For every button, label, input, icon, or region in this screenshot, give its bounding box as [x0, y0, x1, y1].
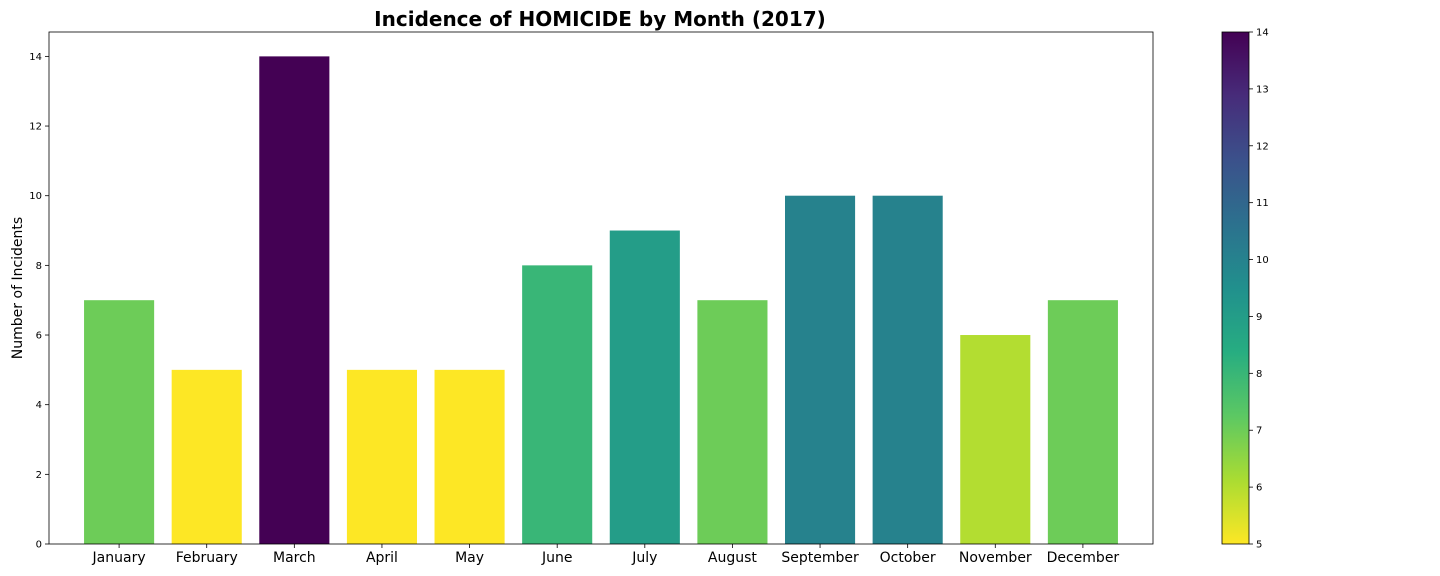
- bar-march: [259, 56, 330, 544]
- bar-july: [609, 230, 680, 544]
- x-tick-label-june: June: [541, 550, 573, 566]
- bar-april: [346, 369, 417, 544]
- y-tick-label: 0: [36, 540, 42, 551]
- colorbar-tick-label: 5: [1256, 540, 1262, 551]
- colorbar-scale: [1221, 31, 1250, 545]
- bar-january: [84, 300, 155, 544]
- colorbar-tick-label: 8: [1256, 369, 1262, 380]
- bar-september: [785, 195, 856, 544]
- bars-group: [84, 56, 1118, 544]
- bar-october: [872, 195, 943, 544]
- x-tick-label-september: September: [781, 550, 859, 566]
- bar-august: [697, 300, 768, 544]
- y-tick-label: 10: [29, 191, 42, 202]
- bar-december: [1047, 300, 1118, 544]
- x-tick-label-december: December: [1047, 550, 1120, 566]
- x-tick-label-october: October: [880, 550, 936, 566]
- colorbar-tick-label: 7: [1256, 426, 1262, 437]
- x-tick-label-march: March: [273, 550, 316, 566]
- colorbar-tick-label: 9: [1256, 312, 1262, 323]
- bar-may: [434, 369, 505, 544]
- y-tick-label: 4: [36, 400, 42, 411]
- bar-february: [171, 369, 242, 544]
- x-tick-label-february: February: [176, 550, 238, 566]
- y-axis-ticks: 0 2 4 6 8 10 12 14: [29, 52, 49, 551]
- plot-frame: [48, 31, 1154, 545]
- y-tick-label: 8: [36, 261, 42, 272]
- colorbar-tick-label: 11: [1256, 198, 1269, 209]
- colorbar-tick-label: 14: [1256, 28, 1269, 39]
- x-tick-label-january: January: [92, 550, 146, 566]
- y-tick-label: 14: [29, 52, 42, 63]
- x-tick-label-november: November: [959, 550, 1032, 566]
- x-tick-label-august: August: [708, 550, 758, 566]
- y-tick-label: 6: [36, 331, 42, 342]
- y-tick-label: 2: [36, 470, 42, 481]
- x-tick-label-july: July: [631, 550, 657, 566]
- chart-title: Incidence of HOMICIDE by Month (2017): [374, 7, 826, 31]
- y-tick-label: 12: [29, 122, 42, 133]
- x-axis-ticks: January February March April May June July Augu…: [92, 544, 1120, 566]
- bar-november: [960, 335, 1031, 544]
- colorbar: 5 6 7 8 9 10 11 12 13 14: [1221, 28, 1269, 551]
- x-tick-label-may: May: [455, 550, 484, 566]
- colorbar-tick-label: 13: [1256, 84, 1269, 95]
- bar-june: [522, 265, 593, 544]
- colorbar-tick-label: 10: [1256, 255, 1269, 266]
- y-axis-label: Number of Incidents: [10, 217, 26, 359]
- colorbar-tick-label: 6: [1256, 483, 1262, 494]
- colorbar-tick-label: 12: [1256, 141, 1269, 152]
- x-tick-label-april: April: [366, 550, 398, 566]
